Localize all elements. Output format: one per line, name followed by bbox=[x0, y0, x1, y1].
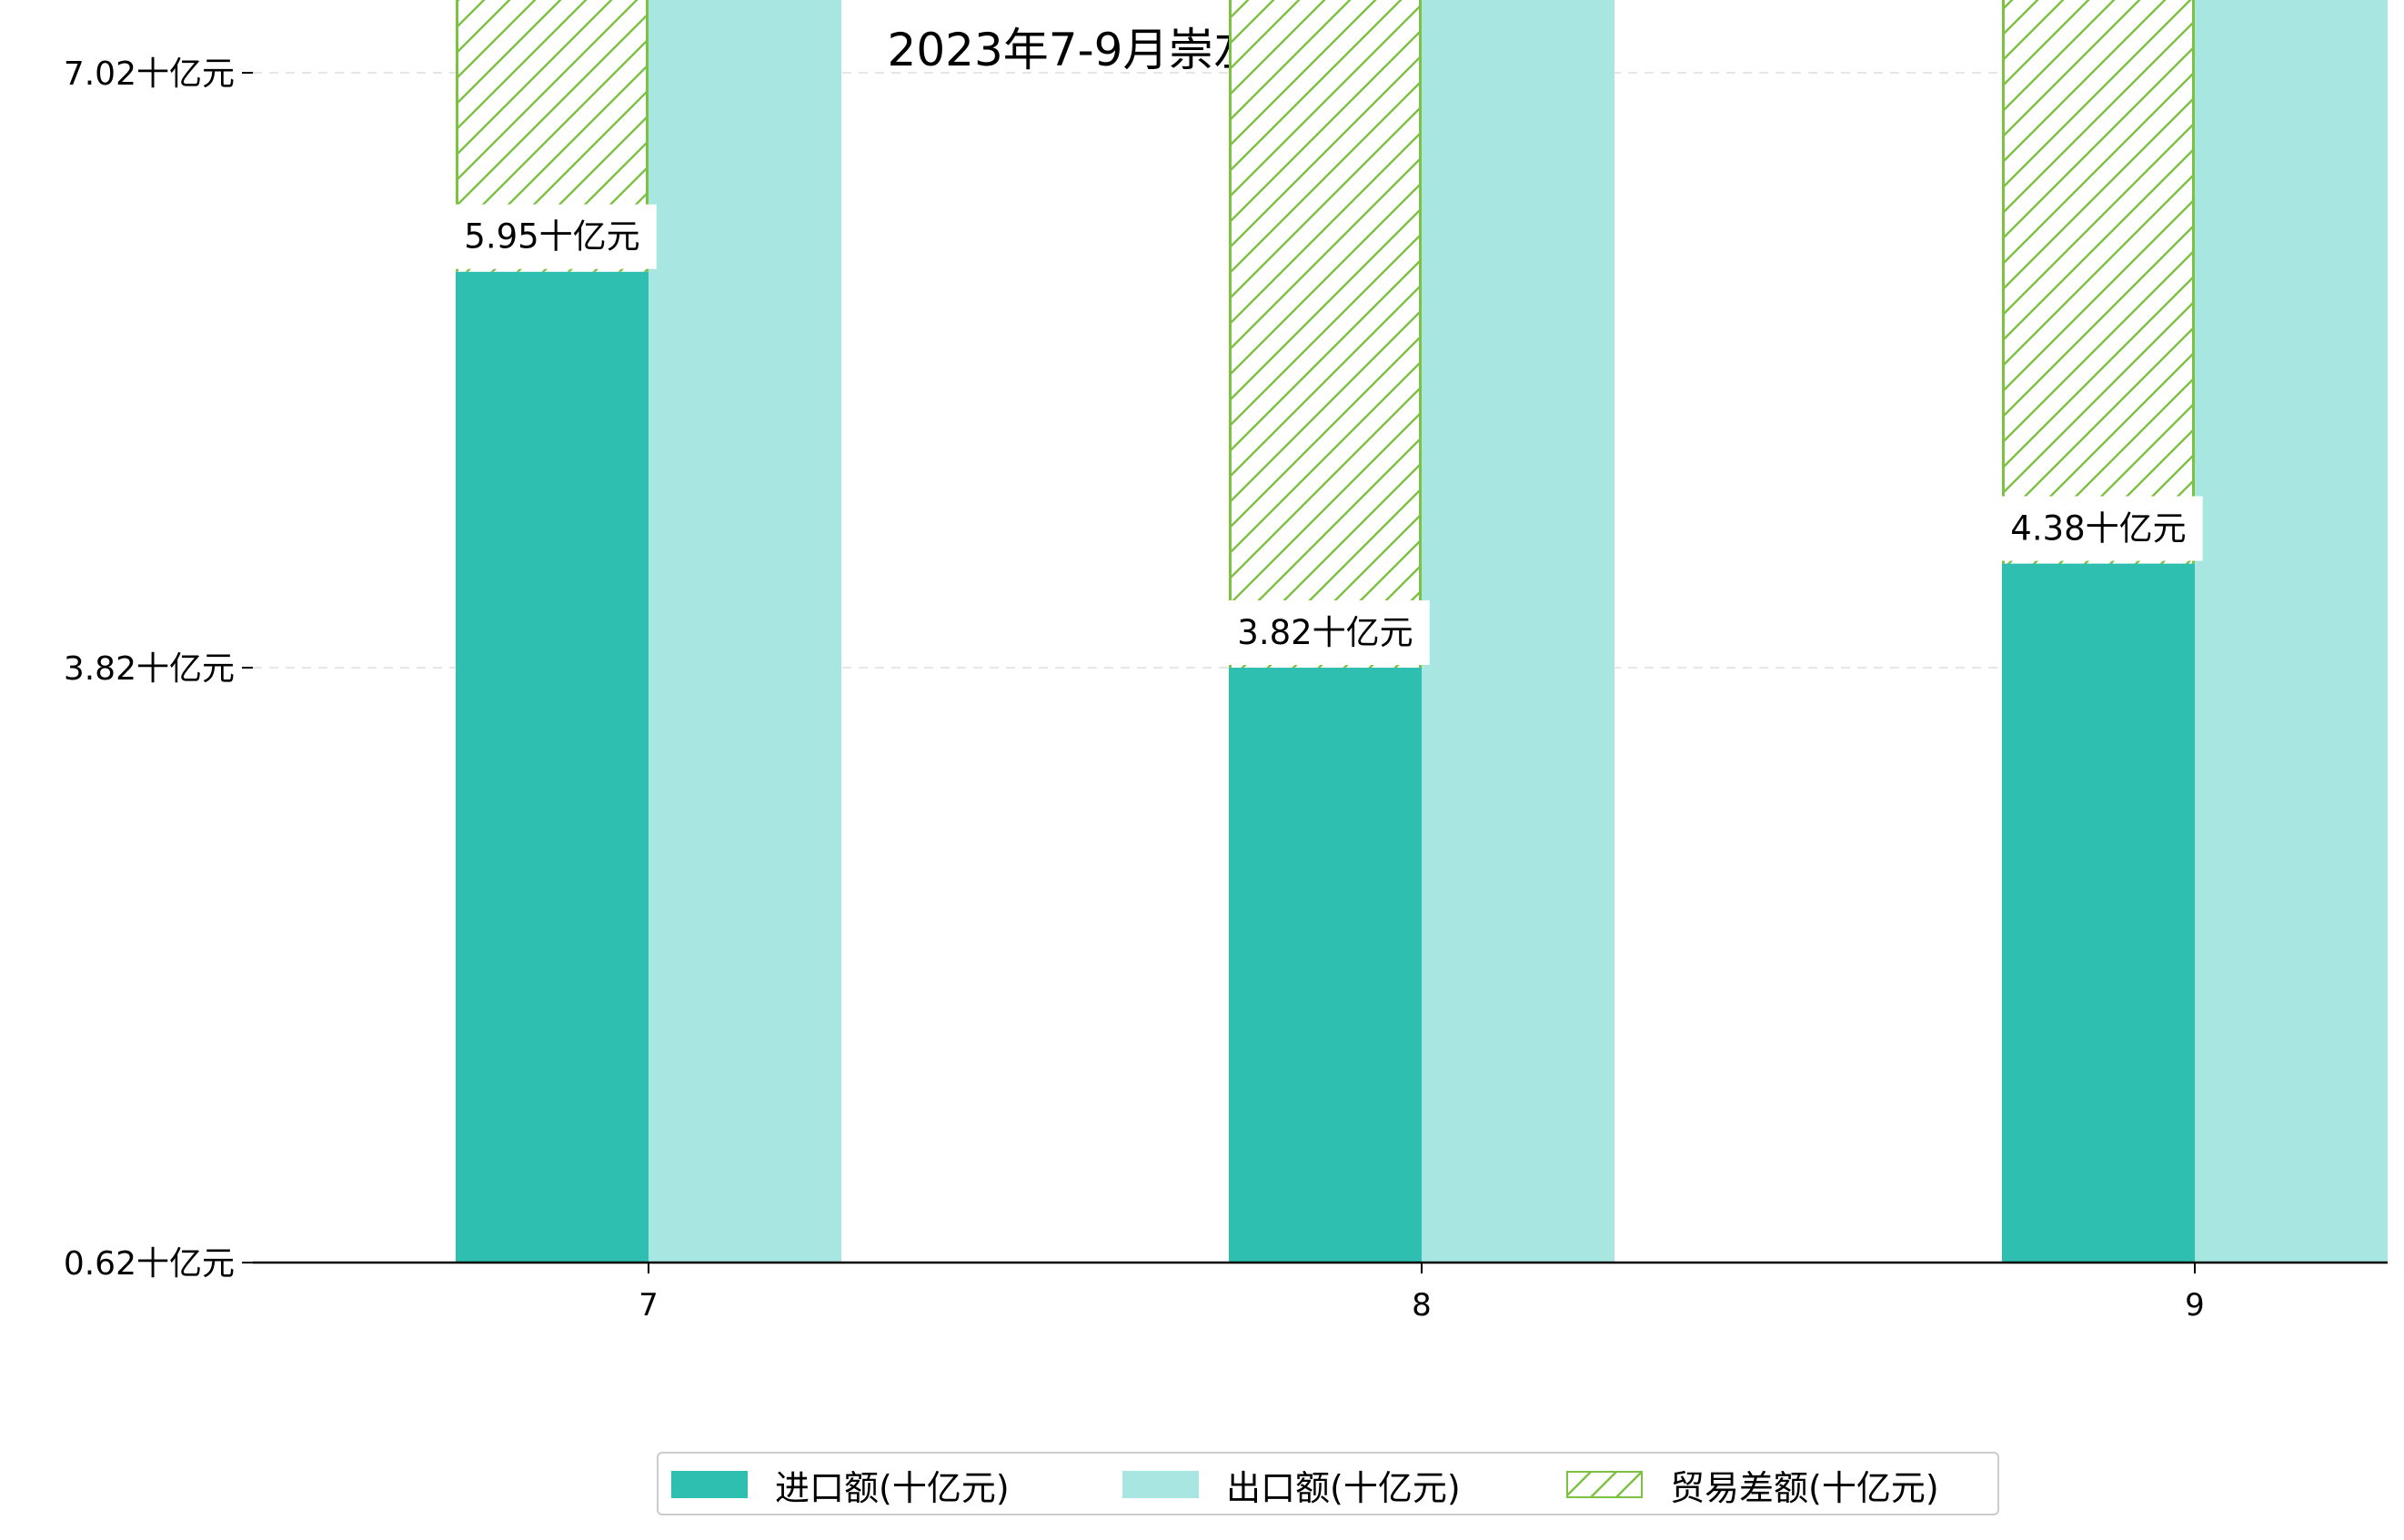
export-bar bbox=[2195, 0, 2388, 1263]
import-value-label: 3.82十亿元 bbox=[1221, 600, 1430, 665]
legend-label-import: 进口额(十亿元) bbox=[775, 1467, 1010, 1508]
legend-item-import[interactable]: 进口额(十亿元) bbox=[671, 1465, 1010, 1508]
legend-swatch-export bbox=[1122, 1471, 1199, 1498]
legend-label-balance: 贸易差额(十亿元) bbox=[1670, 1467, 1939, 1508]
data-label-bg bbox=[1994, 496, 2203, 561]
data-label-bg bbox=[448, 204, 657, 269]
legend-swatch-balance bbox=[1566, 1471, 1643, 1498]
data-label-text: 4.38十亿元 bbox=[2010, 509, 2186, 549]
balance-bar bbox=[2002, 0, 2195, 564]
import-bar bbox=[2002, 563, 2195, 1263]
import-value-label: 5.95十亿元 bbox=[448, 204, 657, 269]
legend: 进口额(十亿元) 出口额(十亿元) 贸易差额(十亿元) bbox=[657, 1452, 1999, 1515]
y-tick-label: 3.82十亿元 bbox=[64, 650, 235, 688]
data-label-text: 3.82十亿元 bbox=[1237, 613, 1413, 652]
data-label-bg bbox=[1221, 600, 1430, 665]
import-bar bbox=[1229, 668, 1422, 1263]
x-tick-label: 7 bbox=[639, 1287, 659, 1324]
export-bar bbox=[1422, 0, 1614, 1263]
data-labels: 12.58十亿元-6.63十亿元5.95十亿元17.92十亿元-14.1十亿元3… bbox=[448, 204, 2203, 665]
balance-bar bbox=[1229, 0, 1422, 668]
legend-item-balance[interactable]: 贸易差额(十亿元) bbox=[1566, 1465, 1939, 1508]
y-tick-label: 7.02十亿元 bbox=[64, 55, 235, 93]
import-bar bbox=[456, 271, 649, 1263]
import-value-label: 4.38十亿元 bbox=[1994, 496, 2203, 561]
legend-label-export: 出口额(十亿元) bbox=[1226, 1467, 1461, 1508]
legend-item-export[interactable]: 出口额(十亿元) bbox=[1122, 1465, 1461, 1508]
x-tick-label: 9 bbox=[2185, 1287, 2205, 1324]
x-tick-label: 8 bbox=[1412, 1287, 1432, 1324]
y-tick-label: 0.62十亿元 bbox=[64, 1245, 235, 1283]
legend-swatch-import bbox=[671, 1471, 748, 1498]
export-bar bbox=[649, 0, 841, 1263]
axes: 0.62十亿元3.82十亿元7.02十亿元10.22十亿元13.42十亿元16.… bbox=[64, 55, 2388, 1324]
data-label-text: 5.95十亿元 bbox=[464, 217, 639, 257]
